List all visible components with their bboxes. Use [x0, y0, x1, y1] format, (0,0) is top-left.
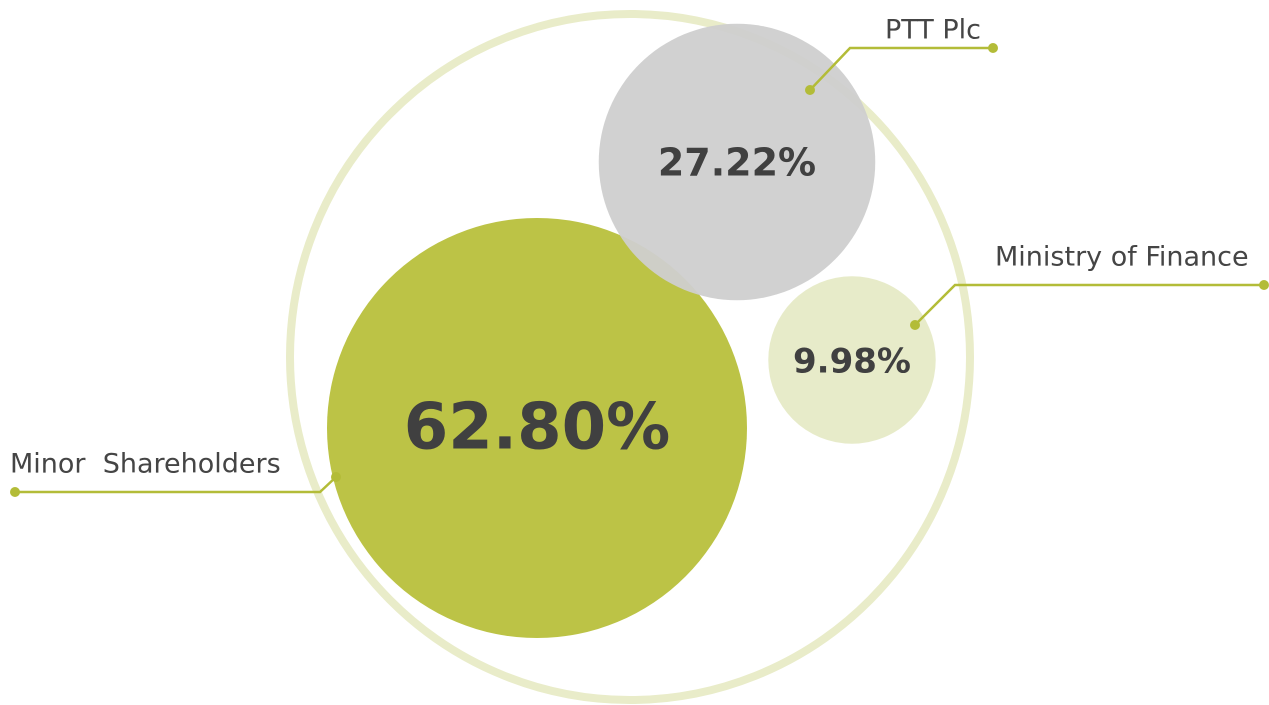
category-label: Ministry of Finance: [995, 242, 1249, 273]
leader-dot: [805, 85, 815, 95]
leader-dot: [10, 487, 20, 497]
value-label: 9.98%: [793, 342, 911, 382]
leader-line: [15, 476, 337, 494]
value-label: 62.80%: [404, 391, 671, 465]
leader-line: [914, 283, 1264, 326]
value-label: 27.22%: [658, 141, 816, 185]
leader-dot: [331, 472, 341, 482]
category-label: PTT Plc: [885, 15, 981, 46]
leader-dot: [910, 320, 920, 330]
bubble: [768, 276, 936, 444]
leader-dot: [988, 43, 998, 53]
leader-line: [809, 46, 993, 91]
bubble: [326, 217, 748, 639]
category-label: Minor Shareholders: [10, 449, 281, 480]
outer-ring: [286, 10, 974, 704]
leader-dot: [1259, 280, 1269, 290]
